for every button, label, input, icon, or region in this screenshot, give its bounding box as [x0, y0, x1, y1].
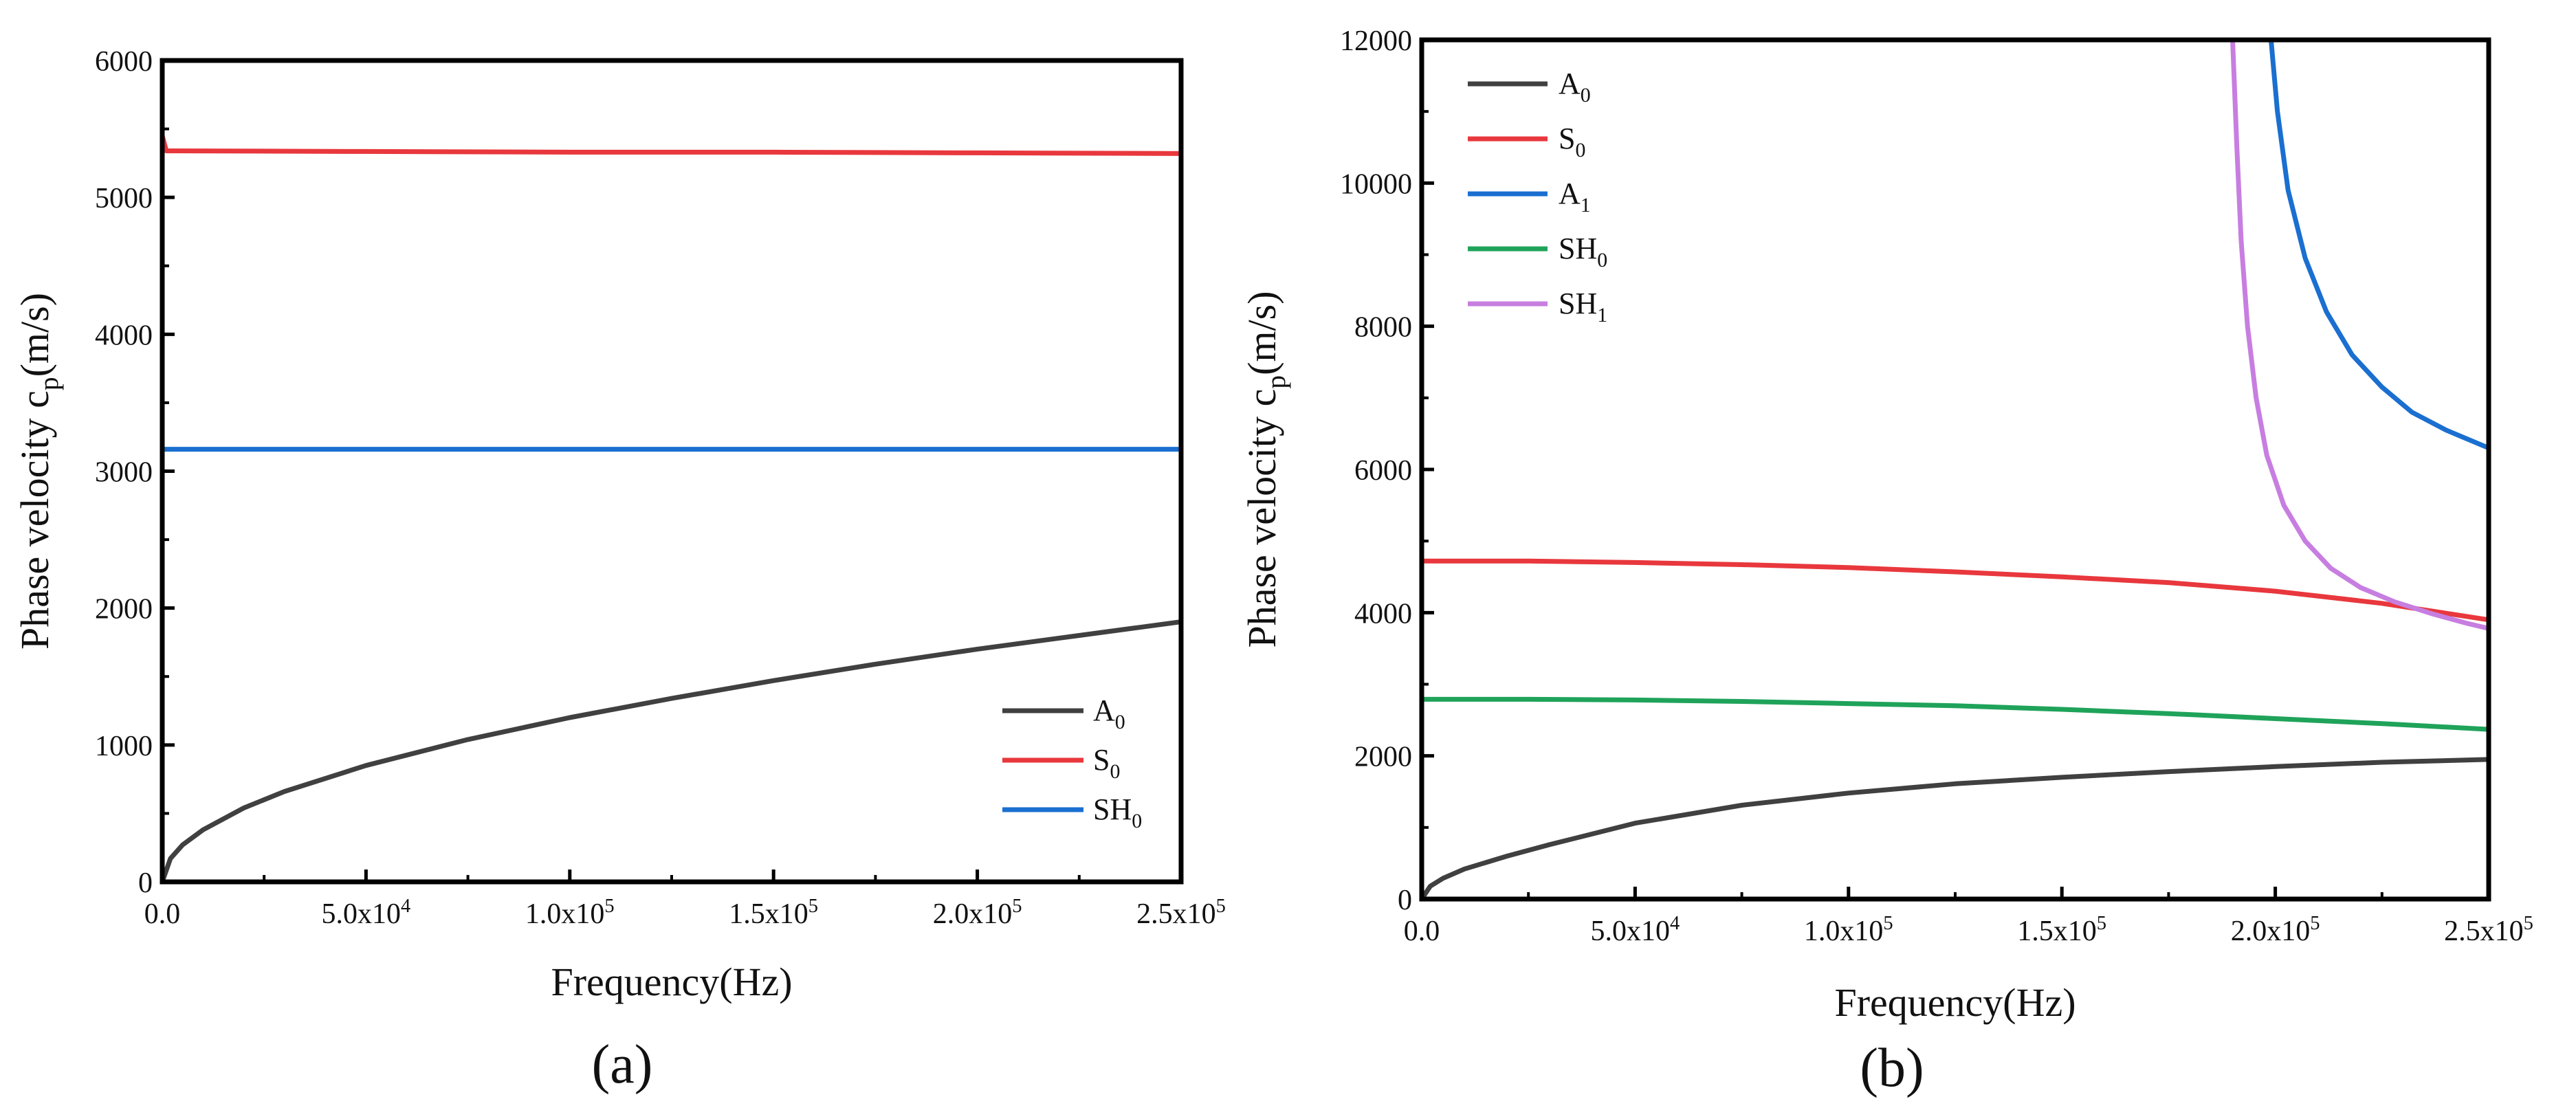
y-tick-label: 0: [138, 867, 153, 899]
y-tick-label: 5000: [95, 183, 153, 214]
x-tick-label: 5.0x104: [322, 896, 411, 930]
legend-label: A1: [1559, 177, 1591, 217]
series-line-a0: [162, 619, 1181, 882]
legend-label: SH0: [1093, 793, 1142, 832]
legend-label: S0: [1093, 743, 1120, 783]
legend: A0 S0 A1 SH0 SH1: [1468, 67, 1607, 326]
y-tick-label: 6000: [1354, 455, 1412, 487]
x-tick-label: 0.0: [1404, 916, 1440, 947]
x-tick-label: 1.0x105: [525, 896, 615, 930]
x-tick-label: 2.5x105: [2444, 913, 2533, 947]
series-line-a1: [2268, 40, 2489, 451]
y-tick-label: 2000: [1354, 742, 1412, 773]
y-axis-label: Phase velocity cp(m/s): [1240, 291, 1291, 647]
x-tick-label: 2.0x105: [933, 896, 1022, 930]
series-line-s0: [1422, 558, 2489, 623]
series-line-sh1: [2230, 40, 2489, 631]
x-axis-label: Frequency(Hz): [551, 960, 792, 1004]
panel-label: (a): [592, 1034, 653, 1095]
y-tick-label: 1000: [95, 731, 153, 762]
x-tick-label: 5.0x104: [1591, 913, 1680, 947]
x-tick-label: 1.0x105: [1804, 913, 1893, 947]
series-group: [162, 133, 1181, 882]
x-tick-label: 1.5x105: [729, 896, 818, 930]
legend-label: S0: [1559, 122, 1585, 162]
y-tick-label: 4000: [95, 320, 153, 351]
plot-frame: [1419, 37, 2491, 902]
series-group: [1422, 40, 2489, 899]
y-tick-label: 10000: [1340, 168, 1412, 200]
y-axis-label: Phase velocity cp(m/s): [12, 293, 64, 650]
y-tick-label: 8000: [1354, 312, 1412, 344]
chart-panel-a: 0.0 5.0x104 1.0x105 1.5x105 2.0x105 2.5x105 0 1…: [12, 46, 1226, 1095]
x-tick-label: 2.0x105: [2231, 913, 2320, 947]
legend-label: A0: [1559, 67, 1591, 107]
x-tick-label: 1.5x105: [2017, 913, 2106, 947]
x-tick-label: 0.0: [144, 898, 181, 930]
chart-panel-b: 0.0 5.0x104 1.0x105 1.5x105 2.0x105 2.5x105 0 2…: [1240, 25, 2533, 1098]
panel-label: (b): [1860, 1038, 1924, 1098]
legend-label: A0: [1093, 694, 1125, 733]
y-tick-label: 6000: [95, 46, 153, 78]
legend-label: SH1: [1559, 287, 1607, 326]
y-tick-label: 12000: [1340, 25, 1412, 57]
x-tick-label: 2.5x105: [1136, 896, 1226, 930]
legend-label: SH0: [1559, 232, 1607, 272]
y-tick-label: 0: [1398, 885, 1412, 916]
y-tick-label: 4000: [1354, 598, 1412, 630]
y-tick-label: 2000: [95, 594, 153, 625]
y-tick-label: 3000: [95, 457, 153, 489]
legend: A0 S0 SH0: [1002, 694, 1142, 832]
x-axis-label: Frequency(Hz): [1834, 980, 2076, 1025]
series-line-s0: [162, 133, 1181, 156]
series-line-sh0: [1422, 696, 2489, 732]
series-line-a0: [1422, 757, 2489, 899]
